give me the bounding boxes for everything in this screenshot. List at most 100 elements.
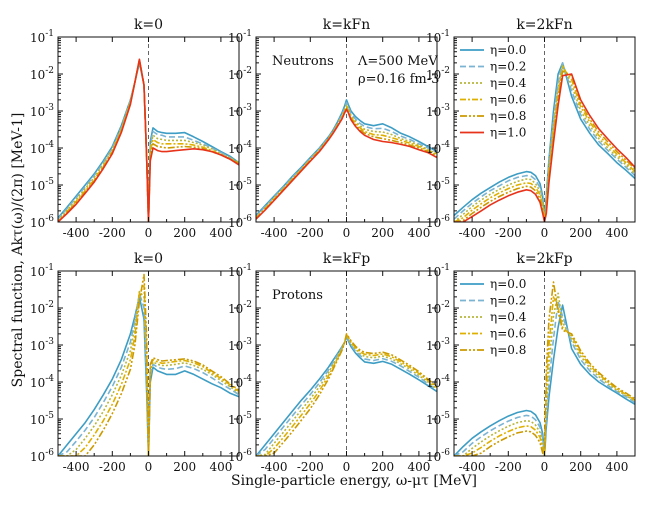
series-line — [454, 66, 635, 222]
series-line — [58, 58, 239, 222]
panel-title: k=kFp — [323, 251, 370, 267]
legend-label: η=1.0 — [490, 126, 526, 140]
x-tick-label: 0 — [541, 460, 549, 474]
x-tick-label: -400 — [261, 226, 288, 240]
legend-label: η=0.2 — [490, 294, 526, 308]
legend-label: η=0.4 — [490, 310, 527, 324]
y-tick-exponent: -5 — [441, 411, 450, 421]
y-tick-exponent: -1 — [243, 263, 252, 273]
series-line — [454, 62, 635, 222]
y-tick-label: 10-5 — [30, 411, 54, 427]
y-tick-label: 10-6 — [30, 448, 54, 464]
y-tick-label: 10-4 — [426, 374, 450, 390]
legend-label: η=0.6 — [490, 327, 526, 341]
series-line — [58, 59, 239, 222]
y-tick-label: 10-1 — [228, 29, 252, 45]
y-tick-label: 10-3 — [426, 103, 450, 119]
x-tick-label: 0 — [343, 226, 351, 240]
y-tick-exponent: -2 — [243, 300, 252, 310]
series-line — [58, 284, 239, 456]
y-tick-label: 10-2 — [426, 300, 450, 316]
legend-label: η=0.0 — [490, 277, 526, 291]
x-tick-label: -200 — [99, 226, 126, 240]
series-line — [256, 335, 437, 456]
y-tick-label: 10-1 — [426, 263, 450, 279]
y-tick-exponent: -4 — [45, 374, 54, 384]
series-group — [58, 273, 239, 456]
y-tick-exponent: -3 — [243, 337, 252, 347]
series-line — [454, 63, 635, 222]
y-tick-label: 10-3 — [30, 337, 54, 353]
y-tick-label: 10-4 — [30, 374, 54, 390]
x-tick-label: 400 — [209, 460, 232, 474]
x-tick-label: -200 — [99, 460, 126, 474]
y-tick-label: 10-5 — [30, 177, 54, 193]
y-tick-exponent: -6 — [45, 214, 54, 224]
series-line — [256, 334, 437, 456]
series-line — [58, 60, 239, 222]
series-line — [454, 73, 635, 222]
x-tick-label: -200 — [495, 226, 522, 240]
y-tick-exponent: -3 — [243, 103, 252, 113]
series-line — [58, 273, 239, 456]
series-line — [454, 62, 635, 222]
panel-title: k=2kFn — [516, 17, 572, 33]
series-line — [58, 296, 239, 456]
panel: k=0 -400 -200 0 200 400 10-6 10-5 10-4 10-3 10-2 10… — [30, 17, 240, 240]
x-tick-label: -400 — [63, 460, 90, 474]
x-tick-label: 400 — [407, 460, 430, 474]
y-tick-exponent: -5 — [243, 177, 252, 187]
y-tick-exponent: -4 — [243, 140, 252, 150]
legend-label: η=0.0 — [490, 43, 526, 57]
panel: k=2kFp -400 -200 0 200 400 10-6 10-5 10-4 10-3 10-… — [426, 251, 636, 474]
y-tick-label: 10-3 — [228, 337, 252, 353]
panel: k=kFn -400 -200 0 200 400 10-6 10-5 10-4 10-3 10-2… — [228, 17, 438, 240]
series-group — [256, 99, 437, 220]
y-tick-label: 10-4 — [30, 140, 54, 156]
x-tick-label: 200 — [371, 226, 394, 240]
series-line — [454, 300, 635, 456]
y-tick-label: 10-5 — [426, 177, 450, 193]
y-tick-exponent: -6 — [243, 214, 252, 224]
series-group — [58, 58, 239, 222]
y-tick-exponent: -4 — [441, 140, 450, 150]
y-tick-exponent: -1 — [441, 29, 450, 39]
y-tick-label: 10-3 — [228, 103, 252, 119]
x-tick-label: 400 — [407, 226, 430, 240]
y-tick-label: 10-6 — [30, 214, 54, 230]
series-line — [256, 333, 437, 456]
series-line — [256, 108, 437, 220]
x-tick-label: 200 — [371, 460, 394, 474]
parameter-annotation: ρ=0.16 fm-3 — [358, 72, 439, 87]
series-line — [454, 292, 635, 456]
series-line — [454, 304, 635, 456]
panel-title: k=kFn — [323, 17, 370, 33]
series-group — [256, 333, 437, 456]
panel: k=0 -400 -200 0 200 400 10-6 10-5 10-4 10-3 10-2 10… — [30, 251, 240, 474]
x-tick-label: 400 — [605, 226, 628, 240]
x-tick-label: 400 — [605, 460, 628, 474]
series-line — [256, 106, 437, 219]
x-tick-label: -400 — [261, 460, 288, 474]
y-tick-label: 10-4 — [426, 140, 450, 156]
x-tick-label: 0 — [145, 226, 153, 240]
y-axis-label: Spectral function, Akτ(ω)/(2π) [MeV-1] — [10, 113, 26, 388]
panel: k=2kFn-400 -200 0 200 40010-610-510-410-310-… — [357, 17, 636, 240]
x-tick-label: -200 — [297, 460, 324, 474]
y-tick-exponent: -4 — [45, 140, 54, 150]
legend-label: η=0.8 — [490, 109, 526, 123]
x-tick-label: 0 — [343, 460, 351, 474]
x-tick-label: -400 — [63, 226, 90, 240]
y-tick-label: 10-3 — [30, 103, 54, 119]
x-tick-label: 200 — [569, 460, 592, 474]
y-tick-exponent: -2 — [45, 300, 54, 310]
y-tick-exponent: -5 — [45, 411, 54, 421]
series-line — [454, 281, 635, 456]
series-line — [58, 292, 239, 456]
y-tick-label: 10-2 — [30, 66, 54, 82]
y-tick-exponent: -3 — [45, 337, 54, 347]
y-tick-exponent: -5 — [243, 411, 252, 421]
x-tick-label: -200 — [495, 460, 522, 474]
x-tick-label: 0 — [145, 460, 153, 474]
y-tick-exponent: -2 — [441, 300, 450, 310]
